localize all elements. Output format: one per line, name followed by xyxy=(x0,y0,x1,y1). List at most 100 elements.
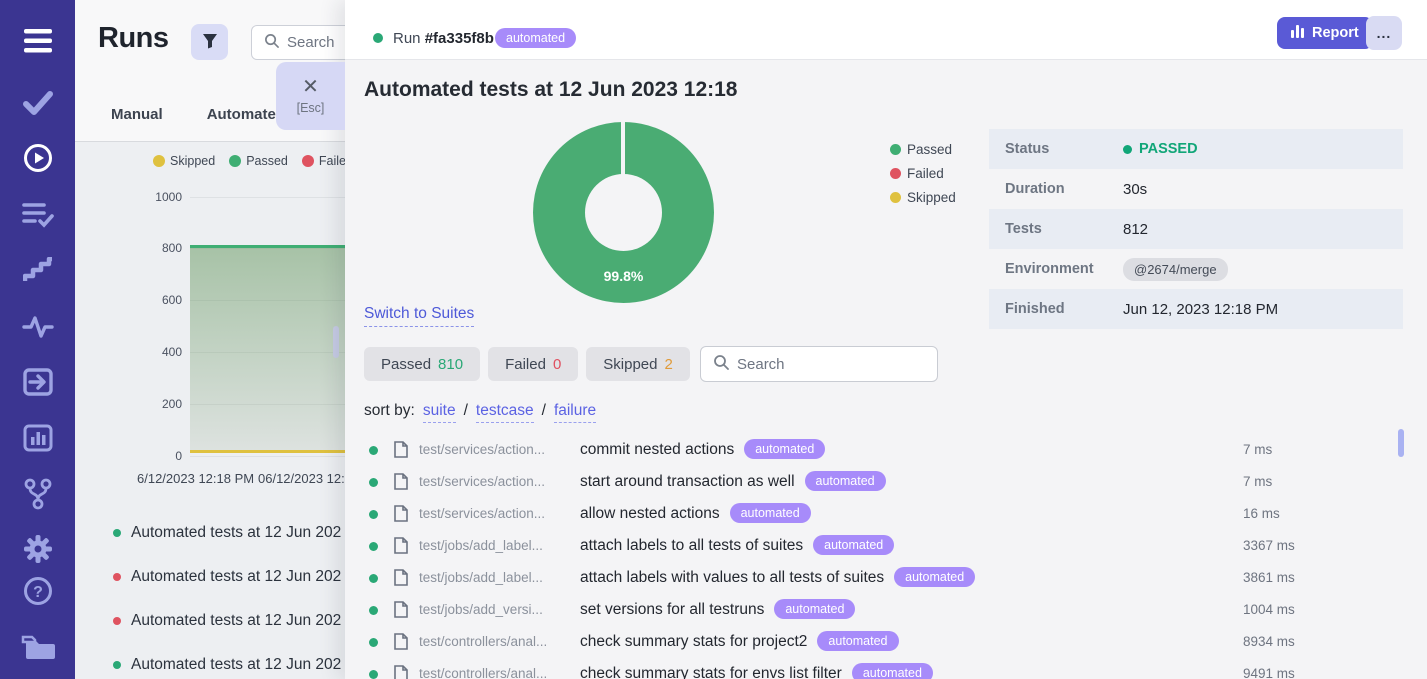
test-row[interactable]: test/jobs/add_label... attach labels wit… xyxy=(345,562,1427,594)
test-row[interactable]: test/controllers/anal... check summary s… xyxy=(345,658,1427,679)
activity-icon[interactable] xyxy=(0,310,75,344)
tab-manual[interactable]: Manual xyxy=(111,106,163,123)
duration-value: 30s xyxy=(1123,180,1148,198)
stat-row-status: Status PASSED xyxy=(989,129,1403,169)
test-name: attach labels with values to all tests o… xyxy=(580,567,976,588)
test-row[interactable]: test/services/action... allow nested act… xyxy=(345,498,1427,530)
file-icon xyxy=(394,441,408,463)
esc-hint: [Esc] xyxy=(296,101,325,115)
run-list-item[interactable]: Automated tests at 12 Jun 202 xyxy=(113,524,345,542)
git-branch-icon[interactable] xyxy=(0,477,75,511)
sort-by-failure[interactable]: failure xyxy=(553,402,597,423)
test-path: test/jobs/add_label... xyxy=(419,570,543,585)
run-status-dot-icon xyxy=(373,33,383,43)
test-duration: 7 ms xyxy=(1243,474,1273,489)
test-badge: automated xyxy=(774,599,856,619)
test-row[interactable]: test/services/action... commit nested ac… xyxy=(345,434,1427,466)
test-row[interactable]: test/jobs/add_label... attach labels to … xyxy=(345,530,1427,562)
donut-hole xyxy=(585,174,662,251)
main-panel: Runs Manual Automated Skipped Passed Fai… xyxy=(75,0,345,679)
report-button[interactable]: Report xyxy=(1277,17,1373,49)
test-row[interactable]: test/services/action... start around tra… xyxy=(345,466,1427,498)
gear-icon[interactable] xyxy=(0,532,75,566)
stat-row-duration: Duration 30s xyxy=(1005,180,1148,198)
page-title: Runs xyxy=(98,22,169,54)
close-drawer-button[interactable]: ✕ [Esc] xyxy=(276,62,345,130)
help-icon[interactable]: ? xyxy=(0,574,75,608)
runs-search[interactable] xyxy=(251,25,345,60)
check-icon[interactable] xyxy=(0,86,75,120)
test-status-dot-icon xyxy=(369,606,378,615)
run-detail-drawer: Run #fa335f8b automated Report ... Autom… xyxy=(345,0,1427,679)
test-duration: 7 ms xyxy=(1243,442,1273,457)
sort-by-testcase[interactable]: testcase xyxy=(475,402,534,423)
switch-to-suites-link[interactable]: Switch to Suites xyxy=(364,305,475,327)
test-row[interactable]: test/jobs/add_versi... set versions for … xyxy=(345,594,1427,626)
test-path: test/jobs/add_versi... xyxy=(419,602,543,617)
more-actions-button[interactable]: ... xyxy=(1366,16,1402,50)
tab-automated[interactable]: Automated xyxy=(206,106,286,123)
y-tick: 200 xyxy=(161,397,182,411)
filter-failed-pill[interactable]: Failed 0 xyxy=(488,347,579,381)
list-check-icon[interactable] xyxy=(0,198,75,232)
test-duration: 3861 ms xyxy=(1243,570,1295,585)
drawer-scrollbar[interactable] xyxy=(1398,429,1404,457)
sort-by-suite[interactable]: suite xyxy=(422,402,456,423)
test-duration: 1004 ms xyxy=(1243,602,1295,617)
file-icon xyxy=(394,473,408,495)
run-id: #fa335f8b xyxy=(424,30,494,47)
failed-dot-icon xyxy=(301,155,314,167)
environment-pill: @2674/merge xyxy=(1123,257,1228,281)
menu-icon[interactable] xyxy=(0,24,75,58)
y-tick: 0 xyxy=(175,449,182,463)
import-icon[interactable] xyxy=(0,365,75,399)
donut-gap xyxy=(621,122,625,175)
test-status-dot-icon xyxy=(369,670,378,679)
results-donut-chart: 99.8% xyxy=(533,122,714,303)
close-icon: ✕ xyxy=(302,76,319,98)
runs-search-input[interactable] xyxy=(287,34,345,51)
file-icon xyxy=(394,633,408,655)
chart-legend: Skipped Passed Failed xyxy=(153,154,345,168)
test-name: attach labels to all tests of suites auto… xyxy=(580,535,895,556)
steps-icon[interactable] xyxy=(0,253,75,287)
stat-row-finished: Finished Jun 12, 2023 12:18 PM xyxy=(989,289,1403,329)
gridline xyxy=(190,456,345,457)
folder-icon[interactable] xyxy=(0,629,75,663)
run-list-item[interactable]: Automated tests at 12 Jun 202 xyxy=(113,612,345,630)
test-row[interactable]: test/controllers/anal... check summary s… xyxy=(345,626,1427,658)
legend-skipped[interactable]: Skipped xyxy=(890,190,956,205)
test-path: test/services/action... xyxy=(419,442,546,457)
test-path: test/controllers/anal... xyxy=(419,666,548,679)
tests-search-input[interactable] xyxy=(737,355,925,373)
play-circle-icon[interactable] xyxy=(0,141,75,175)
test-status-dot-icon xyxy=(369,574,378,583)
test-badge: automated xyxy=(851,663,933,679)
test-name: start around transaction as well automate… xyxy=(580,471,886,492)
filter-skipped-pill[interactable]: Skipped 2 xyxy=(586,347,690,381)
run-status-dot-icon xyxy=(113,617,121,625)
test-path: test/services/action... xyxy=(419,506,546,521)
test-status-dot-icon xyxy=(369,638,378,647)
legend-skipped[interactable]: Skipped xyxy=(153,154,215,168)
legend-passed[interactable]: Passed xyxy=(890,142,956,157)
run-title: Run #fa335f8b xyxy=(393,30,494,47)
tests-count-value: 812 xyxy=(1123,220,1149,238)
main-scrollbar[interactable] xyxy=(333,326,339,358)
test-name: check summary stats for project2 automate… xyxy=(580,631,899,652)
passed-area-series xyxy=(190,245,345,452)
filter-passed-pill[interactable]: Passed 810 xyxy=(364,347,481,381)
x-tick: 06/12/2023 12:18 PM xyxy=(258,471,345,486)
bar-chart-icon[interactable] xyxy=(0,421,75,455)
file-icon xyxy=(394,569,408,591)
tests-search[interactable] xyxy=(700,346,938,382)
test-badge: automated xyxy=(744,439,826,459)
filter-button[interactable] xyxy=(191,24,228,60)
legend-failed[interactable]: Failed xyxy=(890,166,956,181)
run-list-item[interactable]: Automated tests at 12 Jun 202 xyxy=(113,568,345,586)
legend-failed[interactable]: Failed xyxy=(301,154,345,168)
test-badge: automated xyxy=(804,471,886,491)
legend-passed[interactable]: Passed xyxy=(229,154,288,168)
run-list-item[interactable]: Automated tests at 12 Jun 202 xyxy=(113,656,345,674)
test-badge: automated xyxy=(894,567,976,587)
